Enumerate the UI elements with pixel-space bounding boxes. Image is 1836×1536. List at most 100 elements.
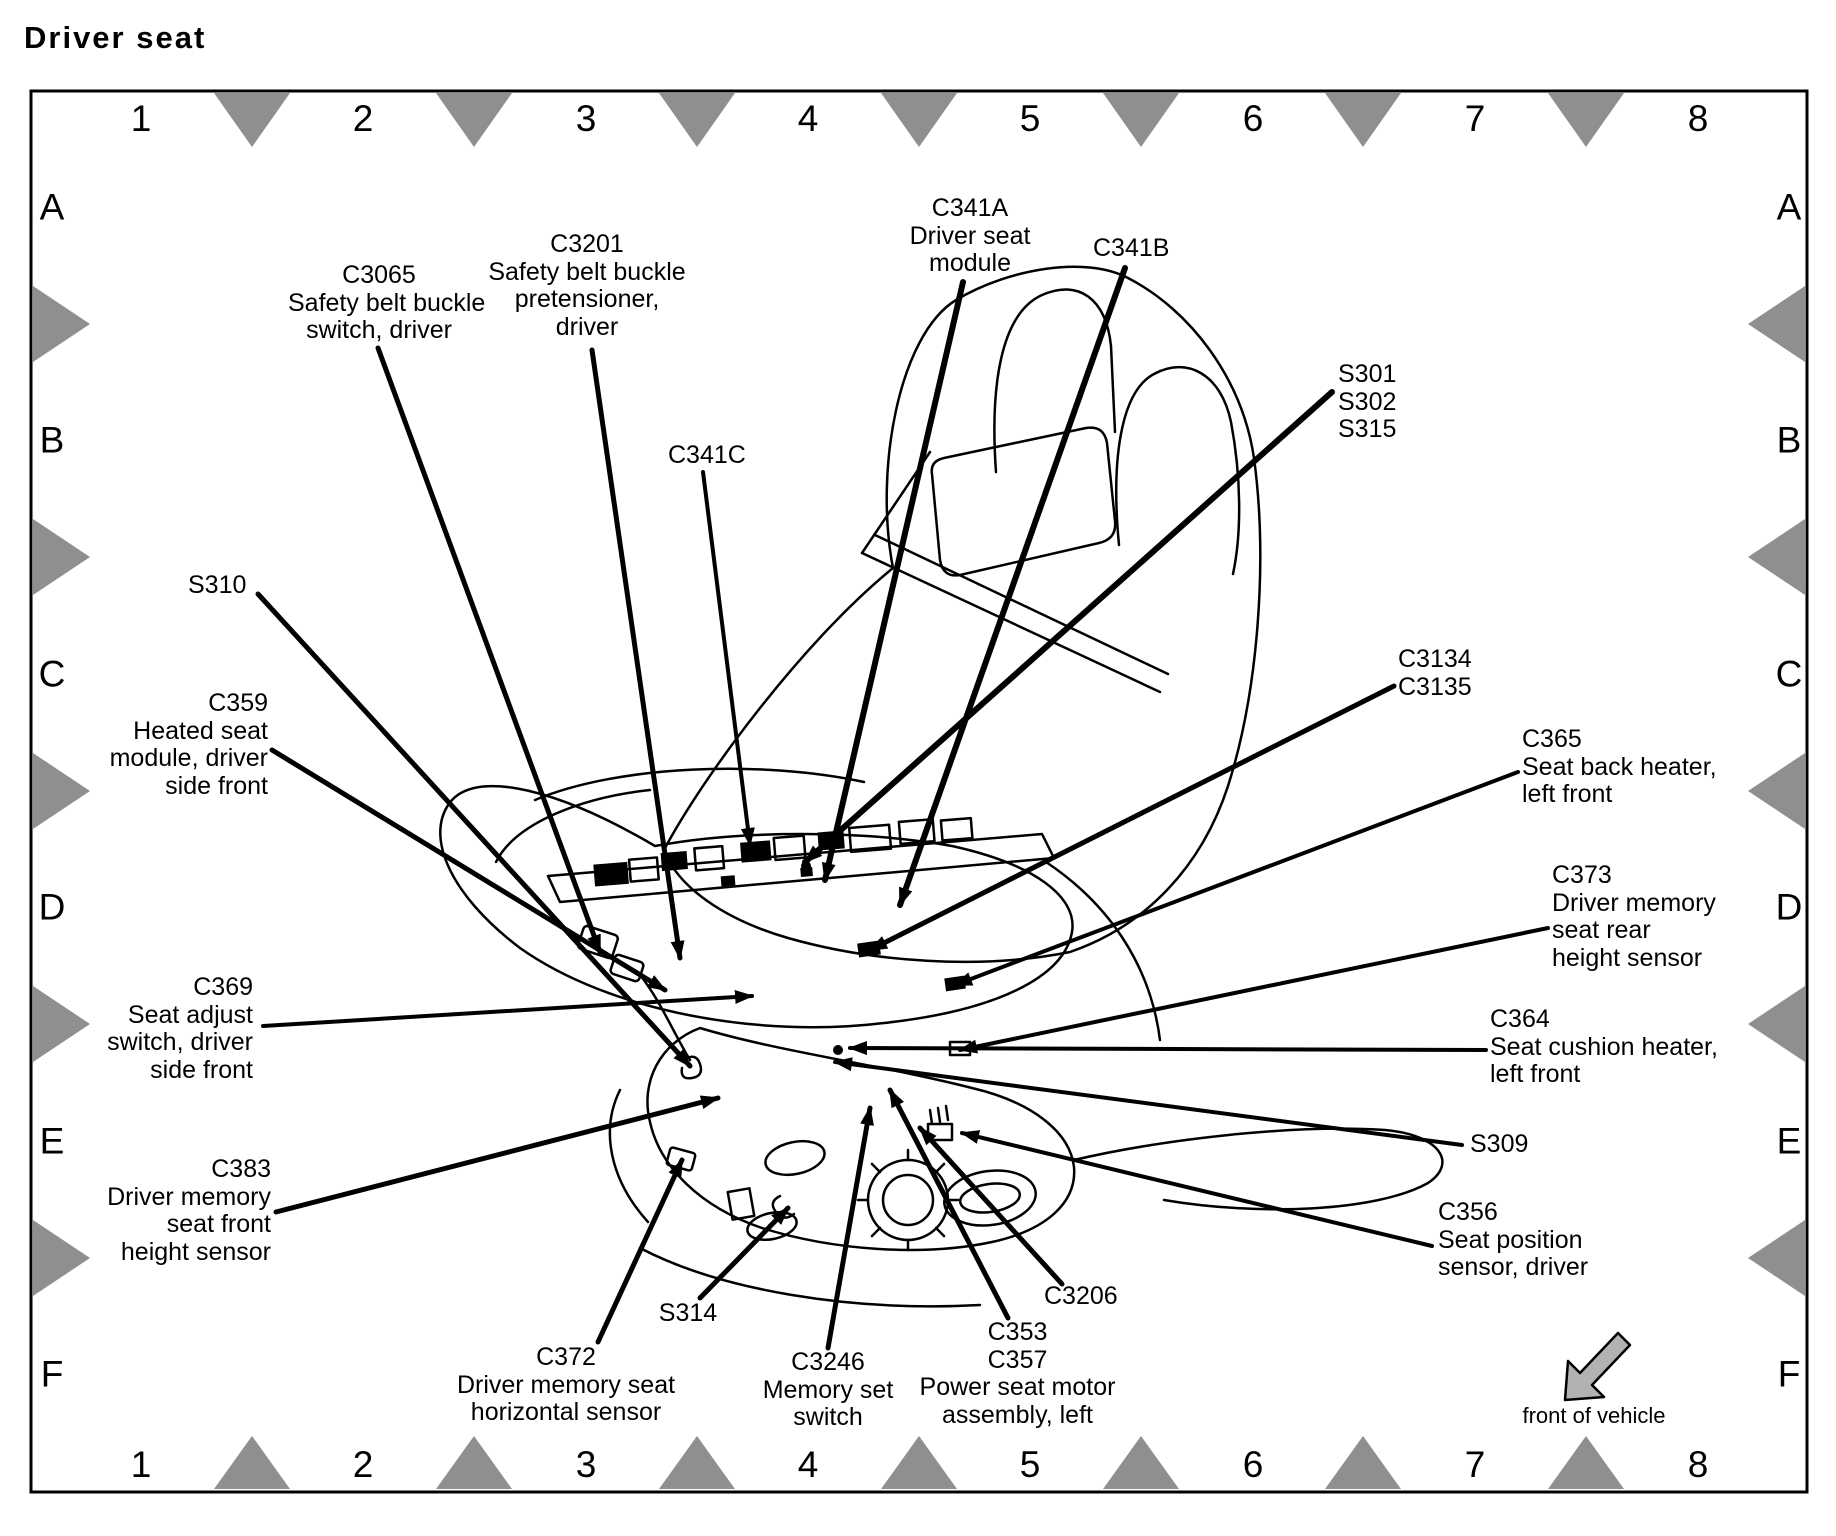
callout-c383: C383 Driver memory seat front height sen… (93, 1155, 271, 1266)
leader-c356 (960, 1130, 1434, 1248)
callout-line: Heated seat (133, 716, 268, 745)
leader-lines (255, 265, 1550, 1351)
callout-c373: C373 Driver memory seat rear height sens… (1552, 861, 1762, 972)
callout-line: driver (555, 312, 619, 341)
grid-row-label: B (39, 419, 65, 461)
callout-c364: C364 Seat cushion heater, left front (1490, 1005, 1750, 1089)
callout-line: side front (150, 1055, 253, 1084)
triangle-marker-icon (33, 519, 90, 595)
callout-line: S310 (188, 571, 247, 599)
callout-line: pretensioner, (514, 285, 660, 313)
grid-row-label: F (40, 1353, 64, 1395)
callout-line: seat rear (1552, 916, 1651, 944)
grid-col-label: 3 (575, 1444, 597, 1485)
callout-line: switch, driver (306, 316, 452, 344)
callout-line: side front (165, 771, 268, 800)
triangle-marker-icon (214, 1436, 290, 1489)
triangle-marker-icon (1748, 753, 1805, 829)
grid-row-label: B (1776, 419, 1802, 461)
callout-line: Memory set (762, 1375, 894, 1404)
grid-col-label: 8 (1687, 1444, 1709, 1485)
callout-s301-s302-s315: S301 S302 S315 (1338, 360, 1448, 444)
triangle-marker-icon (1103, 1436, 1179, 1489)
callout-line: C359 (208, 689, 268, 717)
callout-line: C3065 (342, 261, 416, 289)
callout-line: C341C (668, 441, 746, 469)
leader-c359 (269, 747, 668, 993)
grid-frame (29, 89, 1809, 1494)
leader-c341b (897, 265, 1128, 908)
callout-line: C353 (987, 1318, 1048, 1346)
page-title: Driver seat (24, 20, 207, 55)
callout-c359: C359 Heated seat module, driver side fro… (90, 689, 268, 800)
callout-line: left front (1522, 780, 1613, 808)
callout-line: C383 (211, 1155, 271, 1183)
triangle-marker-icon (1748, 286, 1805, 362)
callout-line: Driver memory (107, 1182, 271, 1211)
triangle-marker-icon (1548, 93, 1624, 147)
callout-line: S302 (1338, 387, 1397, 416)
grid-col-label: 6 (1242, 98, 1264, 139)
grid-row-label: E (1776, 1120, 1802, 1162)
callout-c353-c357: C353 C357 Power seat motor assembly, lef… (905, 1318, 1130, 1429)
triangle-marker-icon (1325, 1436, 1401, 1489)
callout-s314: S314 (633, 1299, 743, 1328)
callout-line: Seat cushion heater, (1490, 1032, 1718, 1061)
triangle-marker-icon (1748, 519, 1805, 595)
leader-c373 (958, 926, 1550, 1054)
callout-line: Driver memory (1552, 888, 1716, 917)
callout-line: C357 (987, 1345, 1048, 1374)
triangle-marker-icon (436, 93, 512, 147)
grid-col-label: 8 (1687, 98, 1709, 139)
callout-line: S301 (1338, 360, 1397, 388)
grid-row-label: E (39, 1120, 65, 1162)
grid-col-label: 2 (352, 1444, 374, 1485)
callout-line: height sensor (120, 1237, 271, 1266)
callout-line: S315 (1338, 415, 1397, 443)
leader-s314 (697, 1205, 791, 1301)
callout-line: C356 (1438, 1198, 1498, 1226)
triangle-marker-icon (659, 93, 735, 147)
triangle-marker-icon (1548, 1436, 1624, 1489)
callout-line: module (929, 249, 1011, 277)
callout-line: switch, driver (107, 1028, 253, 1056)
leader-c383 (273, 1095, 721, 1215)
leader-c3134 (867, 683, 1397, 953)
leader-c353 (887, 1087, 1011, 1321)
callout-line: horizontal sensor (470, 1398, 662, 1426)
triangle-marker-icon (33, 286, 90, 362)
triangle-marker-icon (659, 1436, 735, 1489)
callout-line: seat front (166, 1210, 271, 1238)
leader-c341c (701, 470, 755, 847)
callout-line: Power seat motor (919, 1373, 1116, 1401)
callout-line: Safety belt buckle (488, 257, 686, 286)
leader-s309 (833, 1057, 1464, 1147)
grid-row-label: C (38, 653, 66, 695)
grid-col-label: 2 (352, 98, 374, 139)
grid-row-label: F (1777, 1353, 1801, 1395)
callout-line: C3206 (1044, 1282, 1118, 1310)
leader-c3206 (917, 1125, 1065, 1287)
callout-line: Seat position (1438, 1225, 1583, 1254)
grid-col-label: 1 (130, 1444, 152, 1485)
leader-c364 (848, 1041, 1488, 1056)
leader-s301 (802, 389, 1335, 865)
callout-line: Seat adjust (127, 1000, 253, 1029)
callout-c356: C356 Seat position sensor, driver (1438, 1198, 1638, 1282)
callout-s310: S310 (188, 571, 298, 600)
triangle-marker-icon (33, 986, 90, 1062)
triangle-marker-icon (214, 93, 290, 147)
leader-c3065 (375, 345, 603, 955)
callout-c3134-c3135: C3134 C3135 (1398, 645, 1528, 701)
callout-line: C369 (193, 973, 253, 1001)
callout-line: C3135 (1398, 672, 1472, 701)
callout-c3065: C3065 Safety belt buckle switch, driver (288, 261, 485, 345)
grid-col-label: 3 (575, 98, 597, 139)
triangle-marker-icon (881, 1436, 957, 1489)
callout-line: C341A (931, 194, 1009, 222)
leader-s310 (255, 591, 693, 1069)
callout-line: S309 (1470, 1130, 1529, 1158)
leader-c3201 (589, 347, 685, 961)
